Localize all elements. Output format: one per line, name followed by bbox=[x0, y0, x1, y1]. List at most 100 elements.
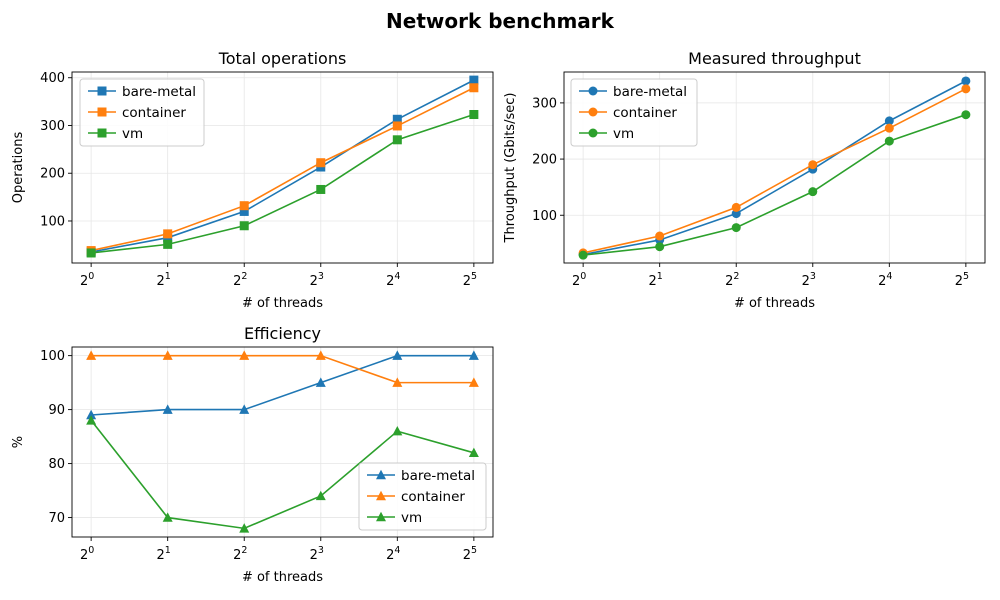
chart-title: Efficiency bbox=[244, 324, 321, 343]
legend: bare-metal container vm bbox=[79, 78, 205, 147]
y-tick-label: 100 bbox=[40, 349, 65, 364]
x-tick-label: 22 bbox=[725, 271, 739, 289]
axes-frame bbox=[71, 346, 494, 538]
figure-title: Network benchmark bbox=[386, 9, 615, 33]
data-point-container bbox=[162, 350, 173, 360]
data-point-bare-metal bbox=[468, 350, 479, 360]
y-axis-label: Operations bbox=[11, 132, 26, 204]
series-line-container bbox=[90, 87, 475, 252]
data-point-container bbox=[469, 83, 479, 93]
legend-marker-container bbox=[376, 490, 386, 501]
legend-marker-container bbox=[588, 107, 598, 117]
data-point-container bbox=[239, 201, 249, 211]
series-line-bare-metal bbox=[90, 79, 475, 253]
series-container bbox=[86, 350, 479, 387]
legend-label-vm: vm bbox=[613, 126, 634, 142]
x-tick-label: 24 bbox=[878, 271, 892, 289]
legend-marker-vm bbox=[97, 128, 107, 138]
legend-box bbox=[570, 78, 698, 147]
series-line-container bbox=[91, 354, 474, 384]
y-tick-label: 400 bbox=[40, 71, 65, 86]
data-point-container bbox=[961, 84, 971, 94]
data-point-bare-metal bbox=[162, 404, 173, 414]
y-tick-label: 100 bbox=[40, 214, 65, 229]
data-point-bare-metal bbox=[469, 75, 479, 85]
x-tick-label: 20 bbox=[572, 271, 586, 289]
data-point-container bbox=[808, 160, 818, 170]
y-tick-label: 300 bbox=[40, 119, 65, 134]
data-point-bare-metal bbox=[392, 114, 402, 124]
data-point-vm bbox=[884, 136, 894, 146]
legend-box bbox=[358, 462, 487, 531]
legend-label-vm: vm bbox=[122, 126, 143, 142]
legend-label-container: container bbox=[613, 105, 677, 121]
data-point-bare-metal bbox=[315, 377, 326, 387]
legend-marker-vm bbox=[588, 128, 598, 138]
data-point-container bbox=[239, 350, 250, 360]
legend-marker-bare-metal bbox=[97, 86, 107, 96]
y-tick-label: 200 bbox=[532, 153, 557, 168]
x-tick-label: 24 bbox=[386, 271, 400, 289]
data-point-bare-metal bbox=[392, 350, 403, 360]
x-tick-label: 25 bbox=[463, 545, 477, 563]
x-tick-label: 21 bbox=[157, 545, 171, 563]
legend: bare-metal container vm bbox=[570, 78, 698, 147]
x-tick-label: 23 bbox=[802, 271, 816, 289]
series-vm bbox=[578, 110, 971, 260]
legend-label-bare-metal: bare-metal bbox=[613, 84, 687, 100]
data-point-bare-metal bbox=[86, 409, 97, 420]
data-point-vm bbox=[315, 490, 326, 501]
series-vm bbox=[86, 415, 479, 533]
data-point-container bbox=[315, 350, 326, 360]
series-line-vm bbox=[90, 419, 475, 530]
data-point-bare-metal bbox=[731, 209, 741, 219]
y-axis-label: Throughput (Gbits/sec) bbox=[503, 93, 518, 244]
data-point-vm bbox=[808, 187, 818, 197]
x-tick-label: 20 bbox=[80, 545, 94, 563]
chart-title: Total operations bbox=[218, 49, 347, 68]
series-vm bbox=[86, 109, 479, 258]
y-tick-label: 200 bbox=[40, 167, 65, 182]
legend-box bbox=[79, 78, 205, 147]
legend-label-container: container bbox=[401, 489, 465, 505]
y-tick-label: 100 bbox=[532, 209, 557, 224]
data-point-container bbox=[392, 377, 403, 387]
data-point-bare-metal bbox=[961, 76, 971, 86]
x-tick-label: 25 bbox=[955, 271, 969, 289]
x-tick-label: 25 bbox=[463, 271, 477, 289]
data-point-container bbox=[86, 350, 97, 360]
y-tick-label: 300 bbox=[532, 96, 557, 111]
data-point-vm bbox=[86, 415, 97, 425]
series-container bbox=[578, 84, 971, 258]
data-point-vm bbox=[239, 221, 249, 231]
data-point-bare-metal bbox=[239, 404, 250, 414]
data-point-vm bbox=[578, 250, 588, 260]
data-point-vm bbox=[468, 447, 479, 457]
data-point-vm bbox=[239, 523, 250, 533]
data-point-container bbox=[884, 123, 894, 133]
data-point-container bbox=[163, 229, 173, 239]
legend-label-container: container bbox=[122, 105, 186, 121]
data-point-container bbox=[655, 231, 665, 241]
legend-label-bare-metal: bare-metal bbox=[122, 84, 196, 100]
legend-label-vm: vm bbox=[401, 510, 422, 526]
x-tick-label: 20 bbox=[80, 271, 94, 289]
x-tick-label: 23 bbox=[310, 545, 324, 563]
y-tick-label: 90 bbox=[48, 403, 65, 418]
y-tick-label: 80 bbox=[48, 457, 65, 472]
legend-marker-bare-metal bbox=[588, 86, 598, 96]
data-point-container bbox=[731, 202, 741, 212]
x-tick-label: 21 bbox=[157, 271, 171, 289]
data-point-vm bbox=[163, 239, 173, 249]
series-line-vm bbox=[91, 113, 475, 254]
data-point-bare-metal bbox=[239, 206, 249, 216]
data-point-container bbox=[392, 121, 402, 131]
axes-frame bbox=[71, 71, 494, 264]
chart-panel: 20 21 22 23 24 25 100 200 300 Measured throughput… bbox=[503, 49, 986, 311]
chart-panel: 20 21 22 23 24 25 70 80 90 100 Efficiency # of thre… bbox=[11, 324, 494, 585]
data-point-vm bbox=[162, 512, 173, 522]
data-point-container bbox=[468, 377, 479, 387]
x-axis-label: # of threads bbox=[242, 296, 323, 311]
legend-marker-vm bbox=[376, 511, 386, 522]
series-bare-metal bbox=[86, 350, 479, 420]
